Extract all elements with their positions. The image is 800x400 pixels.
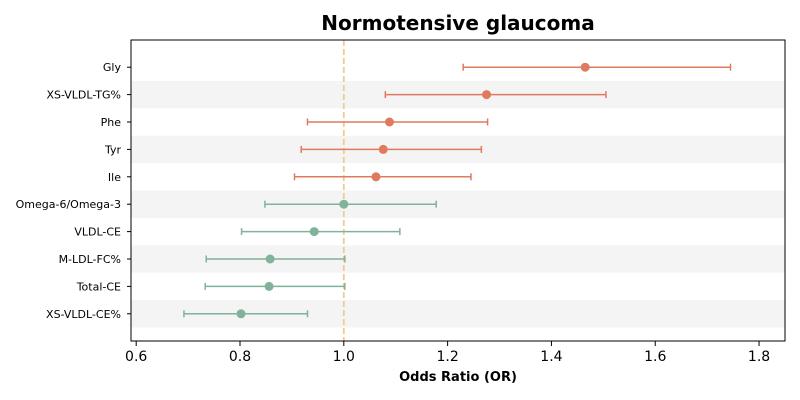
chart-title: Normotensive glaucoma: [321, 11, 594, 35]
or-point: [236, 309, 246, 319]
x-axis-label: Odds Ratio (OR): [399, 370, 517, 385]
forest-row: [264, 199, 437, 209]
axes: Gly XS-VLDL-TG% Phe Tyr Ile Omega-6/Omega-3 VL…: [16, 39, 786, 365]
or-point: [339, 199, 349, 209]
or-point: [265, 254, 275, 264]
x-tick-label: 1.8: [748, 349, 770, 365]
y-tick-label: Tyr: [104, 143, 122, 156]
or-point: [384, 117, 394, 127]
x-tick-label: 1.0: [333, 349, 355, 365]
y-tick-label: VLDL-CE: [74, 226, 121, 239]
forest-row: [183, 309, 309, 319]
forest-row: [300, 144, 483, 154]
x-tick-label: 0.8: [229, 349, 251, 365]
forest-row: [204, 281, 346, 291]
x-tick-label: 1.4: [540, 349, 562, 365]
forest-row: [205, 254, 346, 264]
or-point: [378, 144, 388, 154]
or-point: [371, 172, 381, 182]
forest-row: [293, 172, 472, 182]
or-point: [309, 227, 319, 237]
or-point: [580, 62, 590, 72]
row-band: [131, 190, 785, 218]
forest-row: [462, 62, 732, 72]
x-tick-label: 1.2: [436, 349, 458, 365]
y-tick-label: Gly: [103, 61, 122, 74]
y-tick-label: XS-VLDL-CE%: [46, 308, 121, 321]
or-point: [482, 90, 492, 100]
forest-row: [240, 227, 401, 237]
plot-frame: [130, 39, 786, 342]
y-tick-label: M-LDL-FC%: [59, 253, 121, 266]
data-marks: [183, 62, 732, 319]
y-tick-label: XS-VLDL-TG%: [46, 89, 121, 102]
forest-row: [384, 90, 607, 100]
y-tick-label: Phe: [101, 116, 122, 129]
row-bands: [131, 80, 785, 328]
or-point: [264, 281, 274, 291]
y-tick-label: Ile: [108, 171, 121, 184]
x-tick-label: 1.6: [644, 349, 666, 365]
x-tick-label: 0.6: [125, 349, 147, 365]
forest-row: [306, 117, 489, 127]
y-tick-label: Omega-6/Omega-3: [16, 198, 121, 211]
y-tick-label: Total-CE: [76, 280, 121, 293]
